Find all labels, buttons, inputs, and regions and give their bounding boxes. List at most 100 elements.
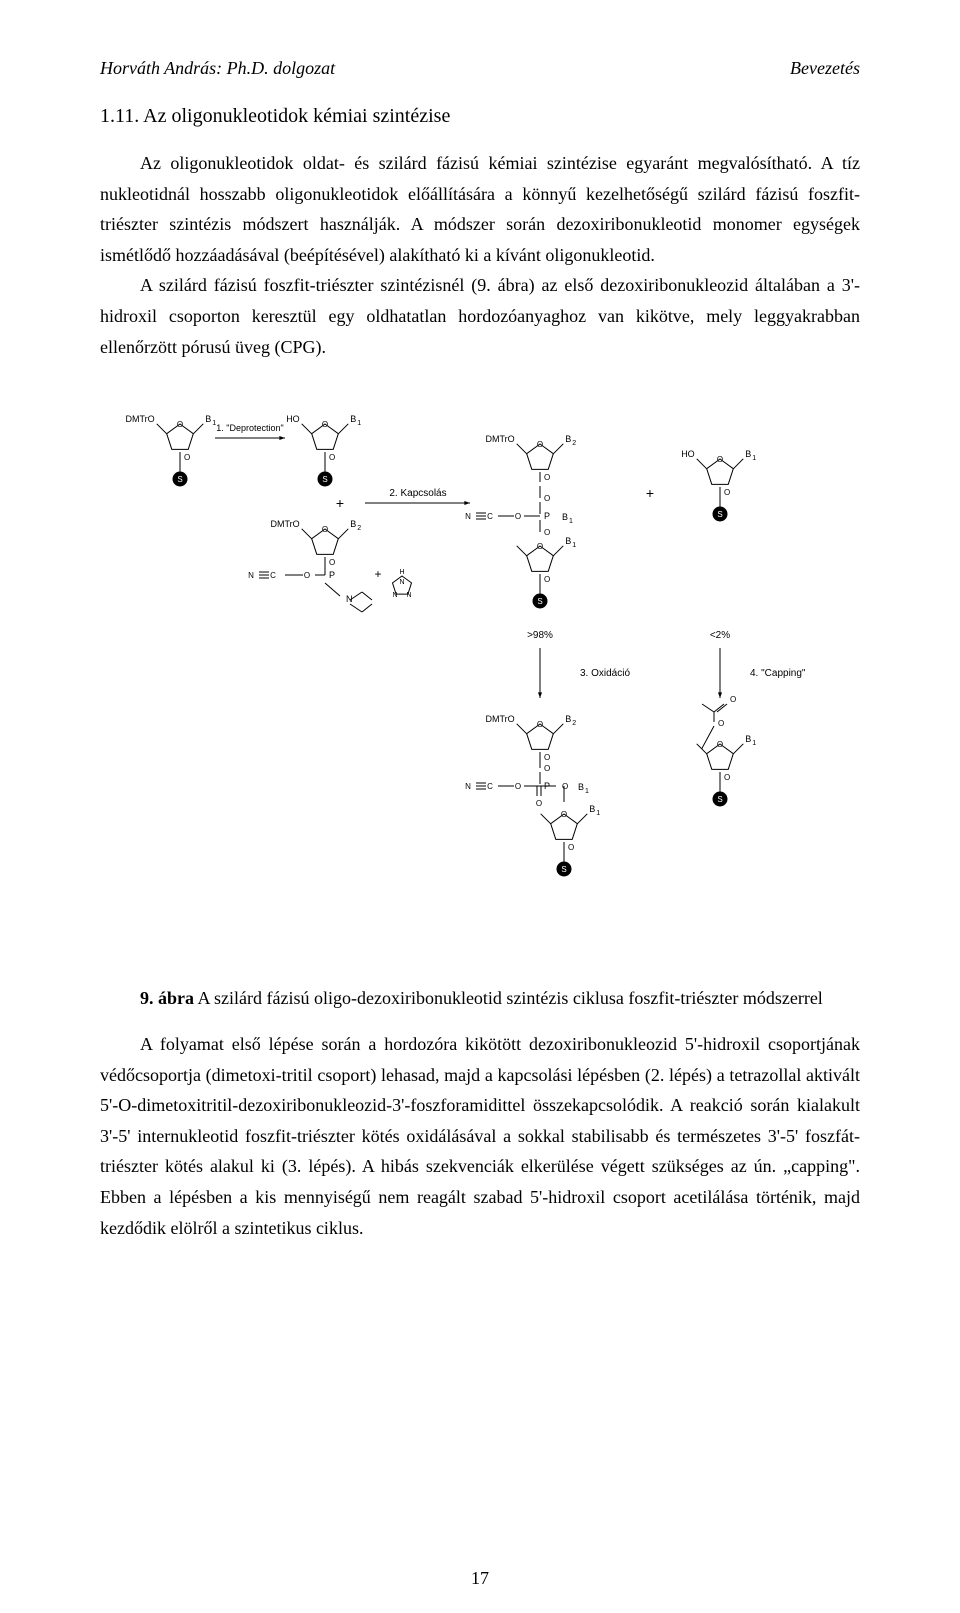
svg-text:C: C [487, 512, 493, 521]
svg-text:O: O [537, 440, 543, 449]
svg-text:O: O [329, 558, 335, 567]
svg-text:S: S [177, 475, 182, 484]
paragraph-3: A folyamat első lépése során a hordozóra… [100, 1029, 860, 1243]
svg-text:P: P [329, 570, 335, 580]
svg-text:2: 2 [357, 525, 361, 532]
svg-text:<2%: <2% [710, 630, 730, 641]
svg-text:O: O [515, 782, 521, 791]
svg-text:O: O [304, 571, 310, 580]
svg-text:O: O [561, 810, 567, 819]
section-number: 1.11. [100, 105, 139, 127]
svg-text:B: B [205, 414, 211, 424]
svg-text:S: S [717, 795, 722, 804]
svg-text:C: C [270, 571, 276, 580]
svg-text:O: O [544, 528, 550, 537]
svg-text:B: B [562, 512, 568, 522]
svg-text:O: O [730, 695, 736, 704]
svg-text:2: 2 [572, 440, 576, 447]
svg-text:O: O [184, 453, 190, 462]
svg-text:O: O [724, 488, 730, 497]
header-left: Horváth András: Ph.D. dolgozat [100, 58, 335, 79]
body-block-2: A folyamat első lépése során a hordozóra… [100, 1029, 860, 1243]
svg-text:1. "Deprotection": 1. "Deprotection" [216, 423, 283, 433]
svg-text:C: C [487, 782, 493, 791]
svg-text:O: O [717, 740, 723, 749]
svg-text:O: O [544, 764, 550, 773]
svg-text:N: N [399, 579, 404, 586]
svg-text:S: S [561, 865, 566, 874]
svg-text:1: 1 [572, 542, 576, 549]
svg-text:O: O [724, 773, 730, 782]
svg-text:+: + [336, 495, 344, 511]
paragraph-1: Az oligonukleotidok oldat- és szilárd fá… [100, 148, 860, 270]
figure-9: OB1DMTrOOS1. "Deprotection"OB1HOOS+OB2DM… [100, 388, 860, 968]
svg-text:B: B [745, 449, 751, 459]
svg-text:HO: HO [286, 414, 300, 424]
svg-text:>98%: >98% [527, 630, 553, 641]
svg-text:B: B [350, 519, 356, 529]
svg-text:O: O [537, 542, 543, 551]
figure-9-svg: OB1DMTrOOS1. "Deprotection"OB1HOOS+OB2DM… [110, 388, 850, 968]
svg-text:+: + [646, 485, 654, 501]
svg-text:DMTrO: DMTrO [126, 414, 155, 424]
body-block-1: Az oligonukleotidok oldat- és szilárd fá… [100, 148, 860, 362]
svg-text:H: H [399, 569, 404, 576]
figure-caption-bold: 9. ábra [140, 988, 194, 1008]
svg-text:1: 1 [752, 740, 756, 747]
svg-text:DMTrO: DMTrO [271, 519, 300, 529]
figure-caption-rest: A szilárd fázisú oligo-dezoxiribonukleot… [194, 988, 823, 1008]
svg-text:O: O [568, 843, 574, 852]
svg-text:1: 1 [585, 788, 589, 795]
svg-text:O: O [322, 525, 328, 534]
svg-text:B: B [578, 782, 584, 792]
svg-text:B: B [745, 734, 751, 744]
svg-text:1: 1 [357, 420, 361, 427]
svg-text:O: O [544, 575, 550, 584]
svg-text:P: P [544, 511, 550, 521]
svg-text:O: O [544, 753, 550, 762]
figure-caption: 9. ábra A szilárd fázisú oligo-dezoxirib… [100, 984, 860, 1013]
svg-text:N: N [248, 571, 254, 580]
svg-text:O: O [717, 455, 723, 464]
svg-text:O: O [544, 473, 550, 482]
svg-text:O: O [562, 782, 568, 791]
svg-text:S: S [322, 475, 327, 484]
svg-text:1: 1 [752, 455, 756, 462]
section-heading: 1.11. Az oligonukleotidok kémiai szintéz… [100, 105, 860, 128]
svg-text:B: B [565, 714, 571, 724]
svg-text:DMTrO: DMTrO [486, 434, 515, 444]
svg-text:O: O [515, 512, 521, 521]
svg-text:1: 1 [596, 810, 600, 817]
svg-text:B: B [350, 414, 356, 424]
page: Horváth András: Ph.D. dolgozat Bevezetés… [0, 0, 960, 1613]
svg-text:B: B [565, 434, 571, 444]
svg-text:S: S [537, 597, 542, 606]
svg-text:O: O [544, 494, 550, 503]
svg-text:S: S [717, 510, 722, 519]
page-number: 17 [0, 1568, 960, 1589]
svg-text:2: 2 [572, 720, 576, 727]
svg-text:O: O [537, 720, 543, 729]
svg-text:N: N [465, 512, 471, 521]
svg-text:O: O [322, 420, 328, 429]
paragraph-2: A szilárd fázisú foszfit-triészter szint… [100, 270, 860, 362]
svg-text:3. Oxidáció: 3. Oxidáció [580, 668, 630, 679]
svg-text:B: B [589, 804, 595, 814]
svg-text:+: + [374, 567, 381, 581]
svg-text:DMTrO: DMTrO [486, 714, 515, 724]
svg-text:N: N [465, 782, 471, 791]
svg-text:2. Kapcsolás: 2. Kapcsolás [389, 488, 446, 499]
svg-text:HO: HO [681, 449, 695, 459]
svg-text:O: O [718, 719, 724, 728]
header-right: Bevezetés [790, 58, 860, 79]
svg-text:N: N [406, 592, 411, 599]
section-title: Az oligonukleotidok kémiai szintézise [143, 105, 450, 127]
svg-text:O: O [177, 420, 183, 429]
svg-text:1: 1 [569, 518, 573, 525]
running-header: Horváth András: Ph.D. dolgozat Bevezetés [100, 58, 860, 79]
svg-text:4. "Capping": 4. "Capping" [750, 668, 806, 679]
svg-text:O: O [536, 799, 542, 808]
svg-text:O: O [329, 453, 335, 462]
svg-text:B: B [565, 536, 571, 546]
svg-text:N: N [392, 592, 397, 599]
